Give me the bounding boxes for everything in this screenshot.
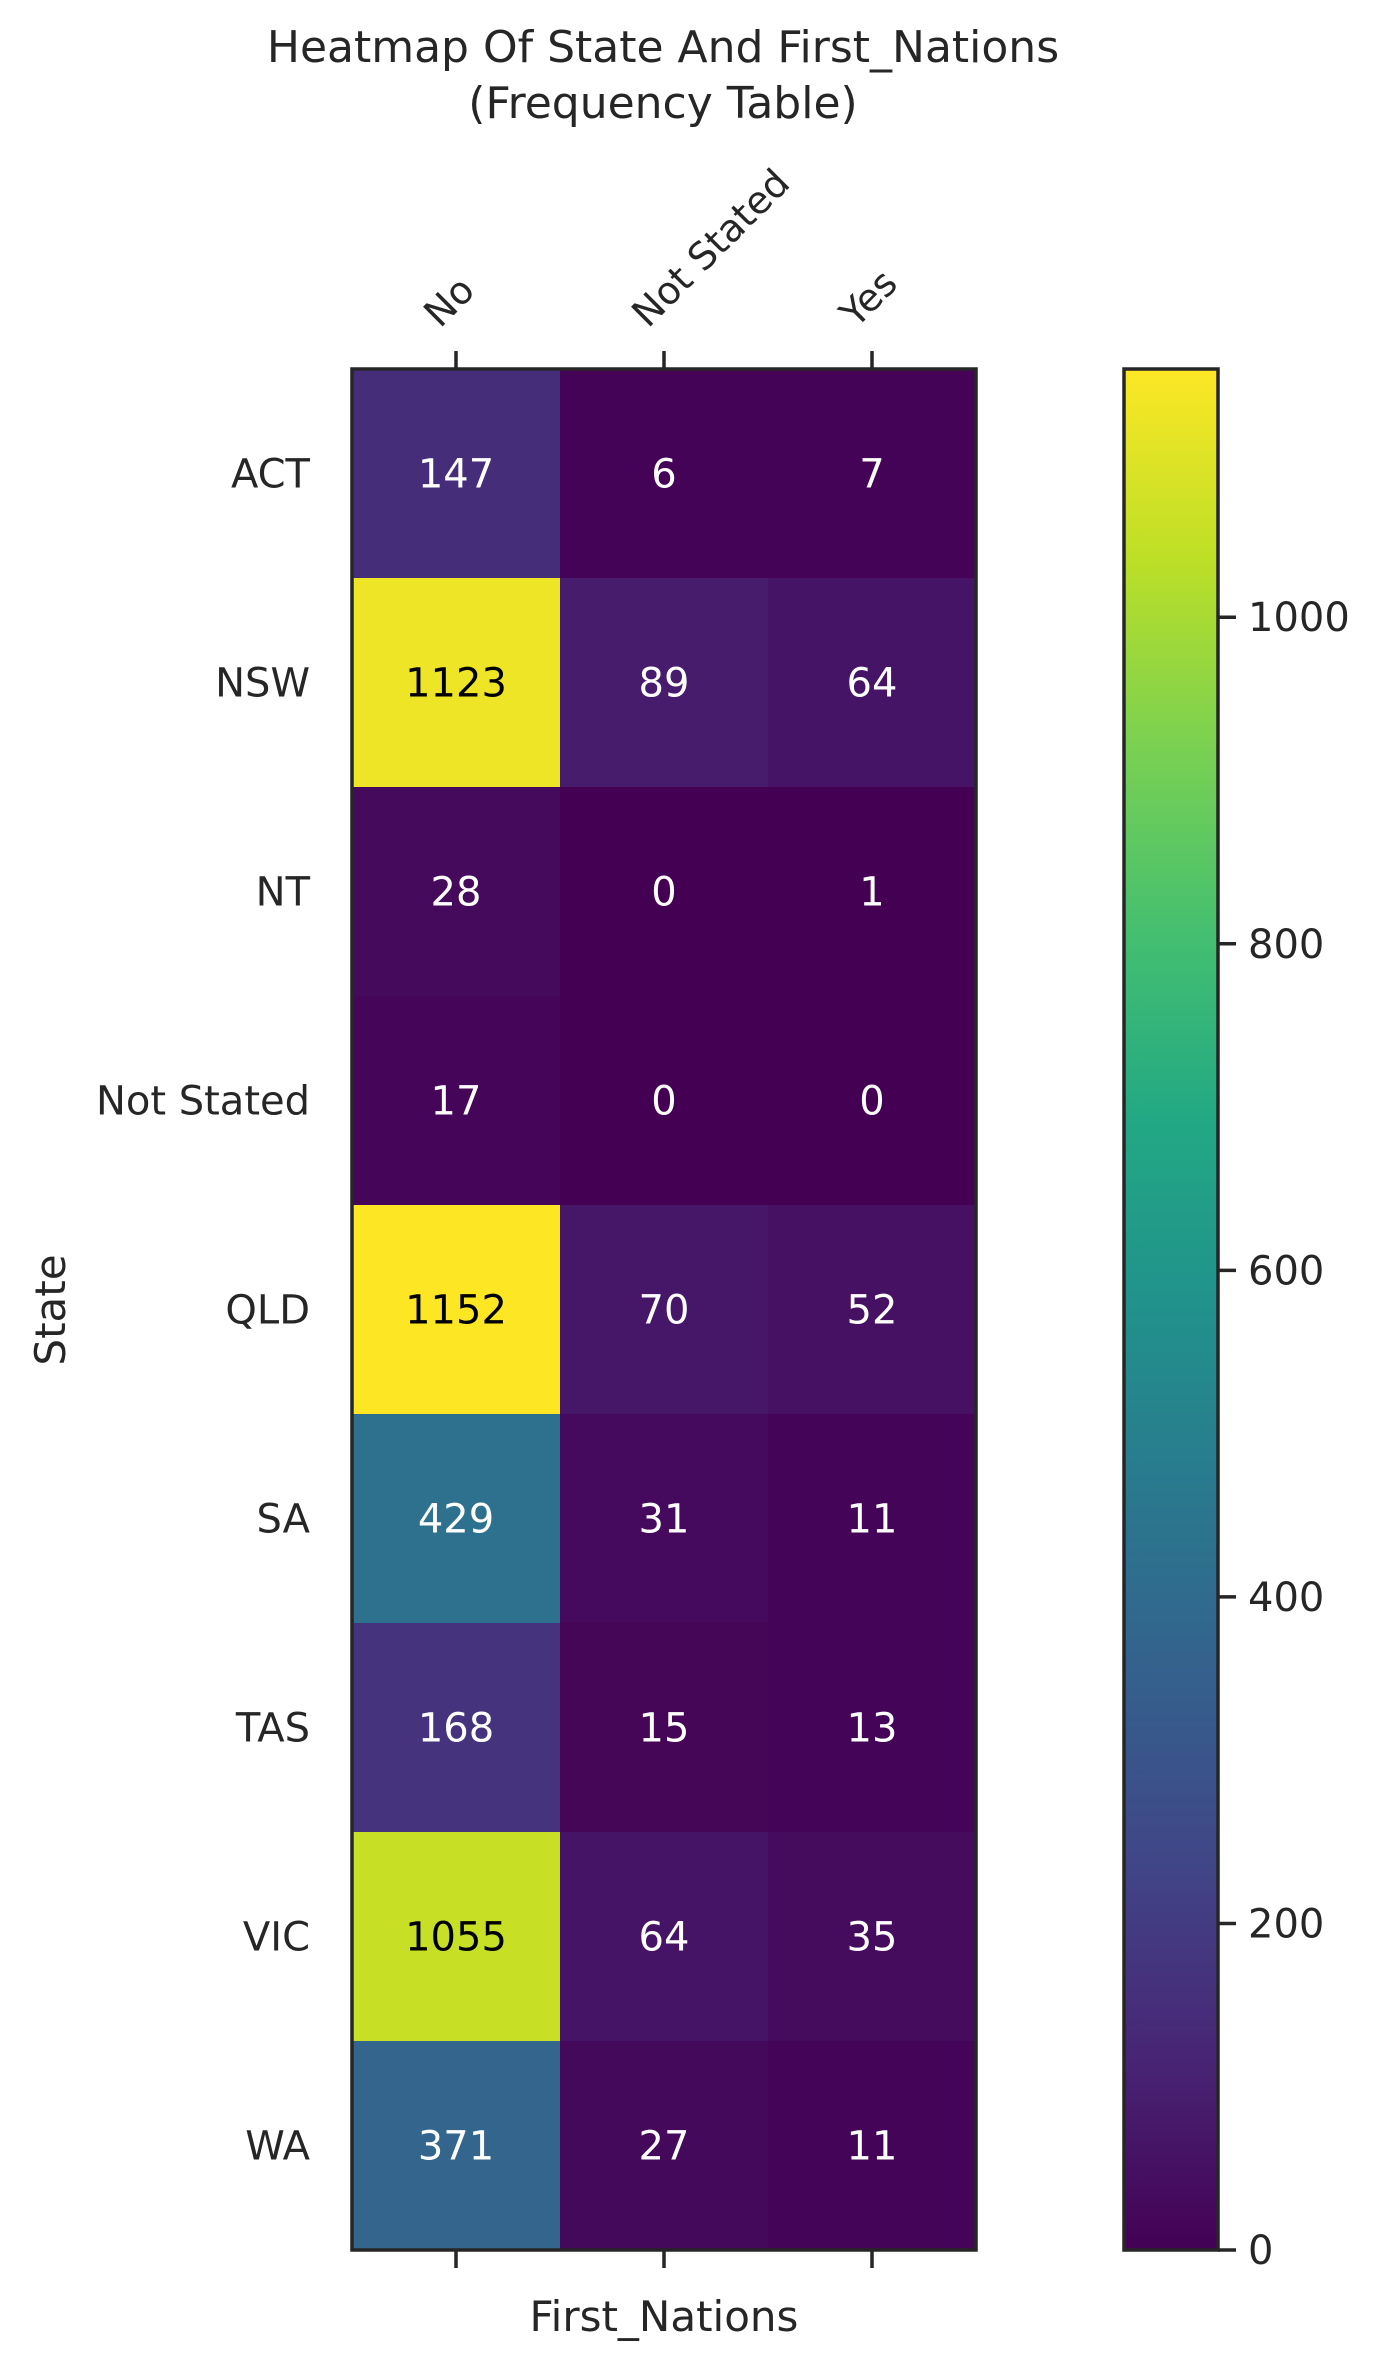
cell-value-label: 429 [418,1497,494,1543]
cell-value-label: 1152 [405,1288,507,1334]
heatmap-cell [560,369,769,579]
y-tick-label: SA [257,1497,311,1543]
colorbar-frame [1122,367,1220,2252]
heatmap-cell [352,787,561,997]
heatmap-cell [560,1623,769,1833]
cell-value-label: 7 [859,452,884,498]
heatmap-cell [768,578,977,788]
heatmap-cell [768,996,977,1206]
colorbar-tick-label: 200 [1248,1901,1324,1947]
heatmap-cell [768,787,977,997]
cell-value-label: 0 [859,1079,884,1125]
heatmap-cell [768,2041,977,2251]
heatmap-cell [352,578,561,788]
chart-title: Heatmap Of State And First_Nations [267,22,1059,73]
colorbar-gradient [1124,369,1218,2250]
y-axis-ticks: ACT NSW NT Not Stated QLD SA TAS VIC WA [96,452,311,2170]
cell-value-label: 371 [418,2124,494,2170]
y-tick-label: VIC [243,1915,310,1961]
colorbar-tick-label: 800 [1248,922,1324,968]
cell-value-label: 28 [431,870,482,916]
heatmap-cell [352,1832,561,2042]
cell-value-label: 70 [639,1288,690,1334]
cell-value-label: 1 [859,870,884,916]
y-tick-label: NSW [215,661,310,707]
cell-value-label: 168 [418,1706,494,1752]
cell-value-label: 64 [639,1915,690,1961]
heatmap-cell [560,996,769,1206]
y-tick-label: TAS [235,1706,310,1752]
cell-value-label: 13 [847,1706,898,1752]
cell-value-label: 89 [639,661,690,707]
y-axis-label: State [26,1254,75,1365]
y-tick-label: ACT [231,452,311,498]
heatmap-cell [352,996,561,1206]
colorbar-tick-label: 600 [1248,1248,1324,1294]
cell-value-label: 15 [639,1706,690,1752]
heatmap-cell [352,2041,561,2251]
chart-subtitle: (Frequency Table) [468,78,857,129]
cell-value-label: 52 [847,1288,898,1334]
heatmap-cell [768,369,977,579]
heatmap-cell [560,1205,769,1415]
heatmap-cell [352,1623,561,1833]
x-tick-label: Yes [831,261,906,336]
colorbar-tick-label: 1000 [1248,595,1350,641]
cell-value-label: 64 [847,661,898,707]
cell-value-label: 1123 [405,661,507,707]
cell-value-label: 0 [651,1079,676,1125]
cell-value-label: 35 [847,1915,898,1961]
heatmap-cell [768,1414,977,1624]
cell-value-label: 11 [847,2124,898,2170]
heatmap-cell [768,1832,977,2042]
heatmap-cell [560,578,769,788]
heatmap-cell [352,369,561,579]
heatmap-cell [352,1205,561,1415]
colorbar-tick-label: 400 [1248,1575,1324,1621]
cell-value-label: 17 [431,1079,482,1125]
x-tick-label: Not Stated [623,160,798,335]
heatmap-cell [768,1623,977,1833]
colorbar-ticks: 0 200 400 600 800 1000 [1218,595,1350,2274]
y-tick-label: Not Stated [96,1079,310,1125]
heatmap-cells [352,369,977,2251]
cell-value-label: 11 [847,1497,898,1543]
y-tick-label: WA [245,2124,310,2170]
x-tick-label: No [415,268,483,336]
colorbar-tick-label: 0 [1248,2228,1273,2274]
heatmap-cell [352,1414,561,1624]
cell-value-label: 1055 [405,1915,507,1961]
y-tick-label: NT [256,870,311,916]
heatmap-cell [560,1414,769,1624]
cell-value-label: 147 [418,452,494,498]
heatmap-cell [560,2041,769,2251]
cell-value-label: 27 [639,2124,690,2170]
y-tick-label: QLD [225,1288,310,1334]
heatmap-cell [560,787,769,997]
x-axis-label: First_Nations [530,2292,799,2341]
cell-value-label: 0 [651,870,676,916]
cell-value-label: 31 [639,1497,690,1543]
cell-value-label: 6 [651,452,676,498]
heatmap-cell [560,1832,769,2042]
heatmap-cell [768,1205,977,1415]
